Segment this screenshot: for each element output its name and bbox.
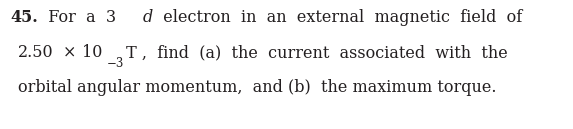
Text: For  a  3: For a 3 bbox=[38, 9, 116, 26]
Text: 10: 10 bbox=[82, 44, 103, 61]
Text: ×: × bbox=[63, 44, 76, 61]
Text: −3: −3 bbox=[107, 57, 124, 70]
Text: d: d bbox=[143, 9, 153, 26]
Text: electron  in  an  external  magnetic  field  of: electron in an external magnetic field o… bbox=[153, 9, 522, 26]
Text: 45.: 45. bbox=[10, 9, 38, 26]
Text: orbital angular momentum,  and (b)  the maximum torque.: orbital angular momentum, and (b) the ma… bbox=[18, 79, 496, 96]
Text: 2.50: 2.50 bbox=[18, 44, 54, 61]
Text: T ,  find  (a)  the  current  associated  with  the: T , find (a) the current associated with… bbox=[121, 44, 508, 61]
